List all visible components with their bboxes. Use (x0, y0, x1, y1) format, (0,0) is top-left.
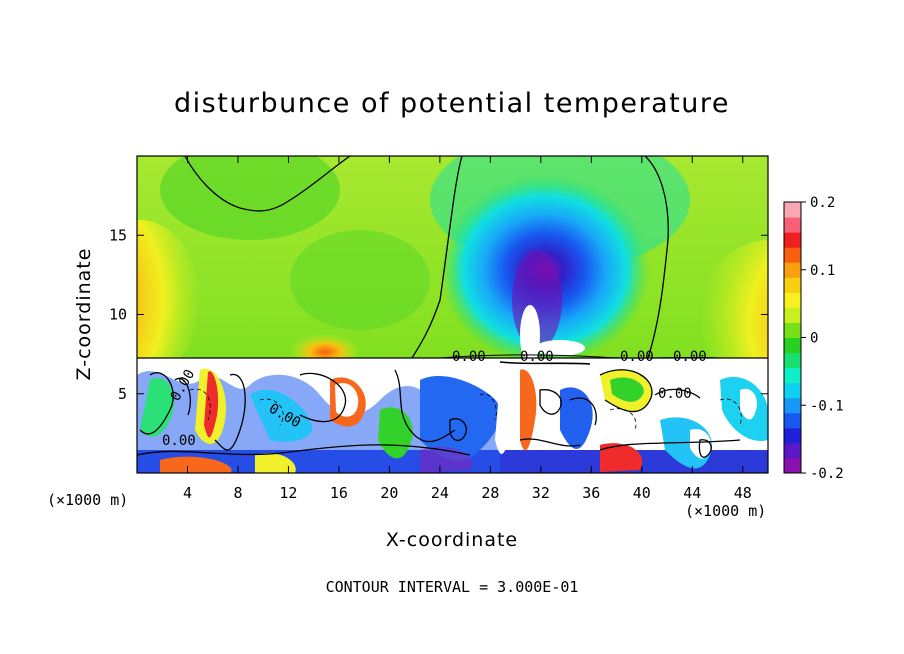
x-tick-label: 12 (279, 484, 297, 502)
contour-label: 0.00 (520, 349, 554, 365)
x-tick-label: 4 (183, 484, 192, 502)
colorbar-swatch (784, 397, 801, 414)
contour-label: 0.00 (658, 386, 692, 402)
contour-interval-note: CONTOUR INTERVAL = 3.000E-01 (326, 578, 579, 596)
contour-label: 0.00 (673, 349, 707, 365)
x-tick-label: 32 (532, 484, 550, 502)
colorbar-swatch (784, 232, 801, 248)
colorbar-swatch (784, 367, 801, 384)
x-tick-label: 20 (380, 484, 398, 502)
colorbar-tick-label: -0.2 (810, 466, 844, 482)
colorbar-swatch (784, 262, 801, 278)
y-axis-ticks: 5 10 15 (109, 226, 768, 403)
x-tick-label: 44 (683, 484, 701, 502)
colorbar-swatch (784, 292, 801, 308)
colorbar-swatch (784, 247, 801, 263)
x-axis-label: X-coordinate (386, 529, 518, 551)
colorbar-tick-label: -0.1 (810, 398, 844, 414)
colorbar-swatch (784, 322, 801, 338)
colorbar-swatch (784, 382, 801, 399)
colorbar-swatch (784, 217, 801, 233)
x-axis-ticks: 4 8 12 16 20 24 28 32 36 40 44 48 (183, 156, 752, 502)
x-tick-label: 48 (734, 484, 752, 502)
colorbar-swatch (784, 352, 801, 369)
x-unit-right: (×1000 m) (685, 502, 766, 520)
colorbar-tick-label: 0.1 (810, 263, 835, 279)
colorbar-swatch (784, 412, 801, 429)
heatmap-field: 0.00 0.00 0.00 0.00 0.00 0.00 0.00 0.00 (137, 156, 768, 473)
contour-label: 0.00 (452, 349, 486, 365)
colorbar-swatch (784, 202, 801, 218)
x-tick-label: 16 (330, 484, 348, 502)
x-tick-label: 8 (233, 484, 242, 502)
y-tick-label: 5 (118, 385, 127, 403)
colorbar (784, 202, 801, 474)
colorbar-swatch (784, 457, 801, 474)
x-tick-label: 40 (633, 484, 651, 502)
contour-label: 0.00 (162, 433, 196, 449)
y-tick-label: 15 (109, 226, 127, 244)
colorbar-swatch (784, 442, 801, 459)
y-tick-label: 10 (109, 306, 127, 324)
contour-label: 0.00 (620, 349, 654, 365)
x-tick-label: 36 (582, 484, 600, 502)
colorbar-swatch (784, 277, 801, 293)
x-tick-label: 28 (481, 484, 499, 502)
x-unit-left: (×1000 m) (47, 491, 128, 509)
colorbar-swatch (784, 337, 801, 354)
colorbar-tick-label: 0.2 (810, 195, 835, 211)
colorbar-ticks: 0.2 0.1 0 -0.1 -0.2 (801, 195, 844, 482)
colorbar-swatch (784, 307, 801, 323)
colorbar-tick-label: 0 (810, 331, 818, 347)
colorbar-swatch (784, 427, 801, 444)
x-tick-label: 24 (431, 484, 449, 502)
chart-title: disturbunce of potential temperature (174, 88, 730, 119)
y-axis-label: Z-coordinate (73, 248, 95, 381)
